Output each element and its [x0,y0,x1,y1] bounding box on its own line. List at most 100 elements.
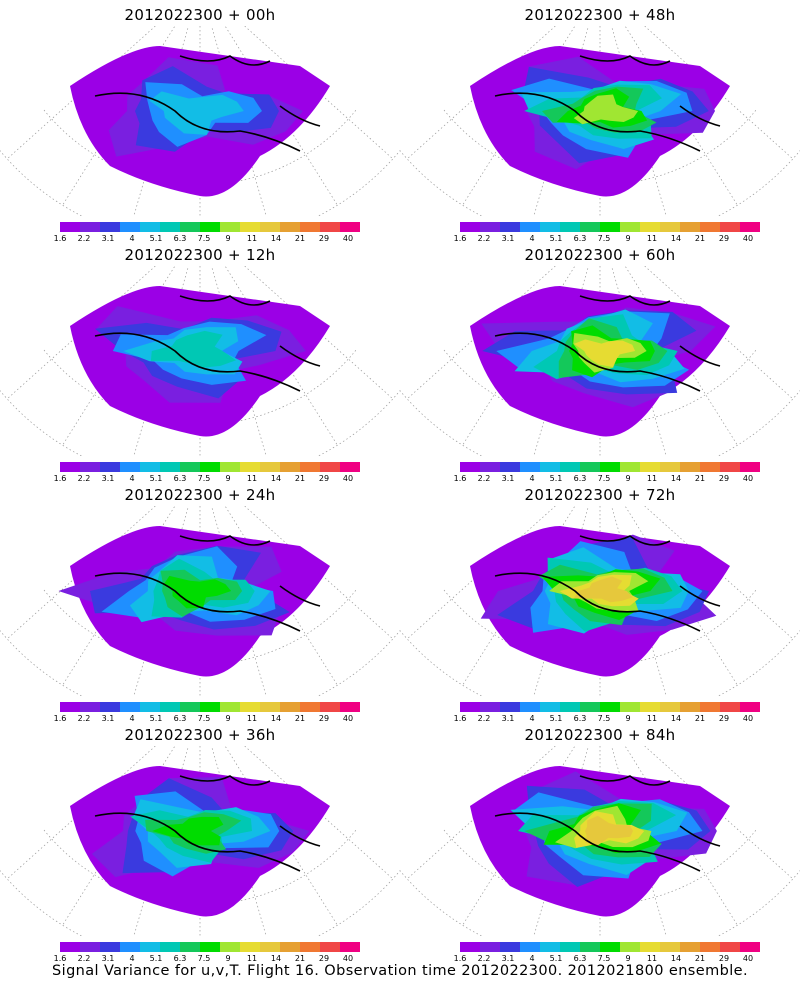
polar-projection-map [0,266,400,456]
graticule [400,266,800,456]
colorbar-swatch [340,222,360,232]
forecast-map-panel: 2012022300 + 12h 1.6 2.2 3.1 4 5.1 6.3 7.5 9 11 14… [0,240,400,483]
colorbar-tick-label: 1.6 [453,714,467,723]
colorbar-tick-label: 5.1 [549,714,563,723]
colorbar-swatch [660,462,680,472]
colorbar-tick-label: 1.6 [53,234,67,243]
colorbar-swatch [260,462,280,472]
colorbar-tick-label: 7.5 [197,474,211,483]
colorbar-swatch [120,222,140,232]
colorbar-tick-label: 7.5 [597,954,611,963]
colorbar-swatch [160,702,180,712]
colorbar-swatch [540,702,560,712]
colorbar [60,942,360,952]
colorbar-swatch [620,222,640,232]
colorbar-swatch [540,222,560,232]
colorbar-swatch [340,462,360,472]
forecast-map-panel: 2012022300 + 84h 1.6 2.2 3.1 4 5.1 6.3 7.5 9 11 14… [400,720,800,963]
colorbar-tick-label: 21 [294,474,306,483]
panel-title: 2012022300 + 60h [524,246,676,264]
colorbar-ticks: 1.6 2.2 3.1 4 5.1 6.3 7.5 9 11 14 21 29 40 [54,234,360,244]
colorbar-tick-label: 9 [225,954,231,963]
colorbar-swatch [700,942,720,952]
colorbar-tick-label: 21 [694,954,706,963]
colorbar-swatch [160,462,180,472]
colorbar [460,942,760,952]
colorbar-tick-label: 9 [225,714,231,723]
colorbar-tick-label: 3.1 [101,474,115,483]
colorbar-swatch [80,702,100,712]
colorbar-swatch [580,462,600,472]
colorbar-swatch [60,942,80,952]
colorbar-swatch [160,942,180,952]
variance-contour [573,576,633,603]
colorbar-swatch [120,702,140,712]
colorbar-swatch [460,702,480,712]
colorbar-swatch [640,702,660,712]
colorbar-tick-label: 1.6 [53,714,67,723]
polar-projection-map [0,506,400,696]
polar-projection-map [0,746,400,936]
variance-contour [149,91,244,135]
colorbar-tick-label: 11 [246,714,258,723]
colorbar-swatch [720,222,740,232]
colorbar-tick-label: 1.6 [453,954,467,963]
colorbar-swatch [580,222,600,232]
colorbar-tick-label: 9 [225,474,231,483]
colorbar-tick-label: 11 [246,954,258,963]
colorbar-tick-label: 2.2 [77,954,91,963]
colorbar-tick-label: 3.1 [501,234,515,243]
colorbar-swatch [160,222,180,232]
colorbar-tick-label: 40 [342,714,354,723]
variance-contour [150,330,236,368]
colorbar-tick-label: 1.6 [53,474,67,483]
colorbar-swatch [220,942,240,952]
colorbar [460,702,760,712]
colorbar-tick-label: 29 [318,714,330,723]
colorbar-tick-label: 6.3 [573,714,587,723]
colorbar-tick-label: 7.5 [197,234,211,243]
colorbar-tick-label: 2.2 [477,474,491,483]
colorbar-tick-label: 21 [694,714,706,723]
colorbar-swatch [560,942,580,952]
colorbar-tick-label: 21 [294,714,306,723]
colorbar-swatch [680,942,700,952]
colorbar-tick-label: 6.3 [573,954,587,963]
colorbar-swatch [600,462,620,472]
colorbar-tick-label: 11 [646,474,658,483]
colorbar-tick-label: 6.3 [173,714,187,723]
colorbar-tick-label: 2.2 [477,714,491,723]
colorbar-tick-label: 14 [670,714,682,723]
colorbar-tick-label: 1.6 [453,234,467,243]
colorbar-tick-label: 29 [318,234,330,243]
colorbar-tick-label: 4 [129,474,135,483]
colorbar-swatch [580,942,600,952]
colorbar-swatch [600,702,620,712]
colorbar-swatch [80,942,100,952]
colorbar-tick-label: 2.2 [477,954,491,963]
colorbar-tick-label: 3.1 [101,714,115,723]
coastline [494,775,721,872]
colorbar-tick-label: 40 [342,954,354,963]
colorbar-tick-label: 14 [270,474,282,483]
colorbar-swatch [620,942,640,952]
graticule [400,746,800,936]
colorbar-tick-label: 14 [670,234,682,243]
colorbar-ticks: 1.6 2.2 3.1 4 5.1 6.3 7.5 9 11 14 21 29 40 [454,714,760,724]
colorbar-tick-label: 5.1 [149,714,163,723]
graticule [400,26,800,216]
colorbar-ticks: 1.6 2.2 3.1 4 5.1 6.3 7.5 9 11 14 21 29 40 [54,714,360,724]
panel-title: 2012022300 + 48h [524,6,676,24]
colorbar-swatch [100,942,120,952]
colorbar-tick-label: 6.3 [173,234,187,243]
colorbar-swatch [200,462,220,472]
colorbar-tick-label: 1.6 [53,954,67,963]
graticule [0,266,400,456]
colorbar-swatch [320,702,340,712]
colorbar-tick-label: 1.6 [453,474,467,483]
colorbar-tick-label: 6.3 [573,474,587,483]
colorbar-swatch [180,942,200,952]
colorbar-swatch [80,462,100,472]
colorbar-tick-label: 3.1 [501,474,515,483]
colorbar-swatch [60,702,80,712]
